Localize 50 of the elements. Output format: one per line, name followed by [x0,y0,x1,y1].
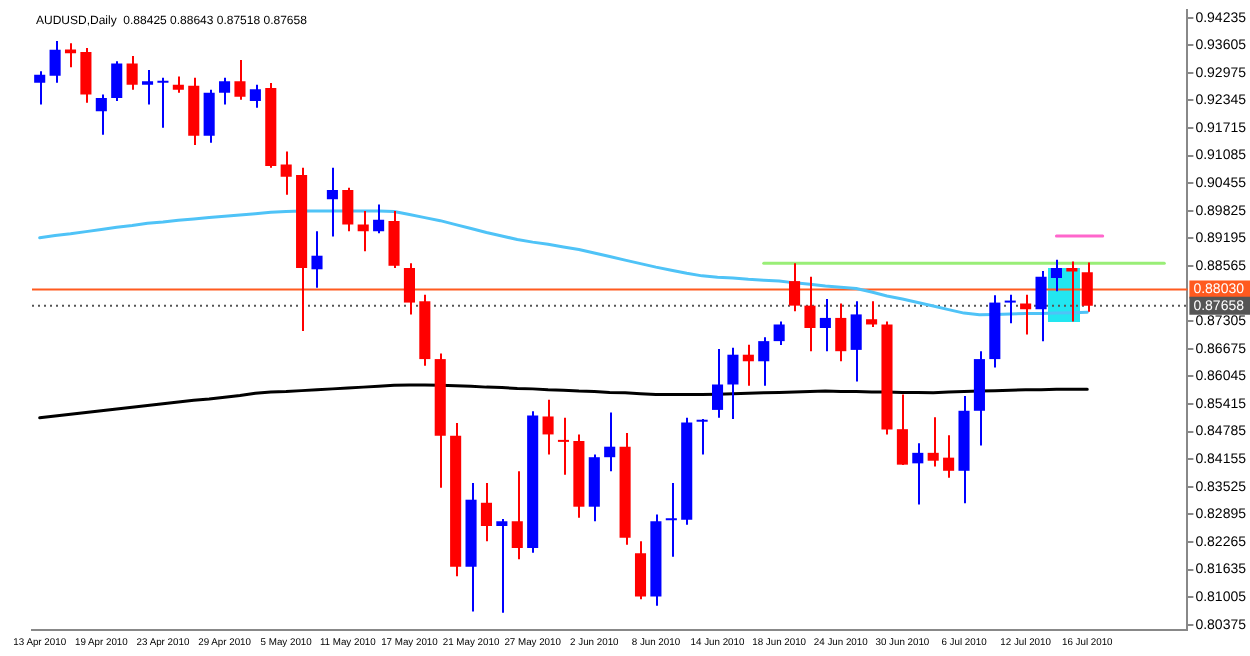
candlestick [480,482,492,543]
candlestick [388,210,400,269]
candlestick [604,411,616,473]
candlestick [219,76,231,106]
candlestick [665,482,677,558]
candlestick [49,40,61,84]
candlestick [95,93,107,136]
candlestick [326,166,338,238]
candlestick [835,302,847,363]
candlestick [789,262,801,313]
candlestick [943,434,955,479]
candlestick [80,47,92,104]
candlestick [727,346,739,421]
candlestick [804,275,816,353]
candlestick [1035,270,1047,343]
candlestick [1004,293,1016,325]
candlestick [203,88,215,144]
candlestick [357,210,369,253]
candlestick [126,54,138,91]
candlestick [64,42,77,69]
candlestick [773,320,785,347]
candlestick [1020,293,1032,336]
candlestick [742,343,754,387]
candlestick [1050,258,1062,293]
candlestick [342,186,354,233]
candlestick [496,517,508,614]
candlestick [311,230,323,289]
candlestick [557,416,570,476]
candlestick [234,58,246,101]
candlestick [896,393,908,467]
candlestick [927,416,939,468]
candlestick [819,298,831,353]
candlestick [280,150,292,196]
candlestick [34,70,46,106]
candlestick [758,336,770,387]
candlestick [711,348,724,419]
candlestick [157,76,169,129]
candlestick [403,262,415,316]
candlestick [696,418,708,456]
candlestick [511,470,523,561]
candlestick [634,540,647,601]
candlestick [542,398,554,456]
candlestick [373,203,385,235]
candlestick [1081,261,1093,313]
candlestick [912,442,924,506]
candlestick [249,83,261,109]
candlestick [850,300,862,383]
candlestick [141,68,154,106]
candlestick [866,300,878,329]
candlestick [111,60,123,103]
